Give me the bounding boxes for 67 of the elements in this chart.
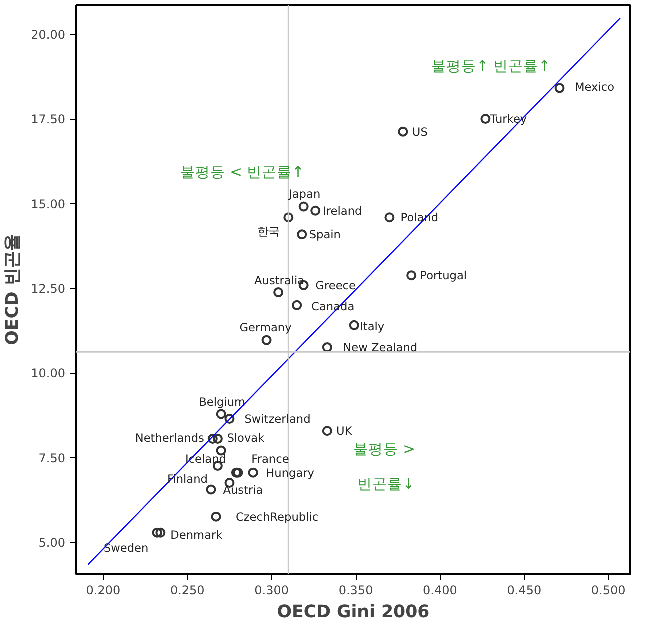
point	[480, 114, 491, 124]
point	[406, 270, 417, 281]
point	[152, 528, 162, 538]
annotation: Hungary	[266, 466, 315, 480]
point	[349, 320, 360, 330]
point	[398, 126, 408, 137]
y-axis-title: OECD 빈곤율	[3, 234, 24, 346]
point	[298, 202, 309, 212]
y-tick-label: 7.50	[38, 451, 66, 466]
annotation: France	[252, 452, 290, 466]
annotation: 한국	[258, 224, 280, 239]
annotation: Sweden	[104, 540, 149, 555]
annotation: Denmark	[170, 528, 224, 542]
point	[262, 335, 272, 346]
x-tick-label: 0.400	[423, 584, 458, 598]
point	[310, 206, 321, 216]
point	[292, 300, 302, 310]
point	[554, 83, 565, 94]
point	[322, 426, 332, 436]
point	[322, 342, 332, 352]
y-tick-label: 17.50	[31, 112, 66, 127]
x-tick-label: 0.500	[591, 584, 626, 598]
y-tick-label: 12.50	[31, 282, 66, 296]
y-tick-label: 5.00	[38, 536, 66, 550]
annotation: US	[412, 124, 428, 139]
annotation: 불평등↑ 빈곤률↑	[432, 58, 551, 75]
annotation: Australia	[254, 274, 305, 288]
point	[384, 212, 395, 223]
annotation: Italy	[360, 319, 385, 334]
x-axis-title: OECD Gini 2006	[277, 602, 430, 622]
annotation: Switzerland	[244, 412, 311, 426]
point	[284, 212, 294, 223]
point	[216, 409, 226, 420]
annotation: 불평등 >	[354, 441, 416, 458]
annotation: Ireland	[323, 204, 362, 218]
y-tick-label: 15.00	[31, 197, 66, 212]
annotation: Portugal	[420, 268, 468, 283]
annotation: 빈곤률↓	[358, 476, 415, 493]
y-tick-label: 20.00	[31, 28, 66, 42]
x-tick-label: 0.350	[338, 584, 374, 598]
point	[248, 468, 258, 478]
point	[211, 512, 222, 522]
annotation: Japan	[288, 186, 321, 201]
point	[212, 434, 223, 444]
annotation: Belgium	[199, 395, 246, 410]
annotation: Mexico	[575, 80, 615, 94]
point	[224, 414, 235, 424]
point	[297, 230, 308, 240]
annotation: 불평등 < 빈곤률↑	[180, 164, 304, 181]
x-tick-label: 0.250	[170, 584, 205, 598]
x-tick-label: 0.200	[86, 584, 121, 598]
x-tick-label: 0.300	[254, 584, 290, 598]
point	[156, 528, 166, 538]
annotation: Germany	[240, 320, 292, 334]
annotation: Slovak	[227, 430, 266, 445]
annotation: Netherlands	[135, 430, 205, 445]
annotation: Greece	[316, 278, 356, 292]
annotation: CzechRepublic	[236, 510, 319, 524]
point	[206, 484, 216, 495]
annotation: New Zealand	[343, 340, 418, 354]
annotation: UK	[336, 424, 353, 438]
point	[208, 434, 218, 444]
annotation: Austria	[223, 482, 264, 497]
point	[274, 288, 284, 298]
annotation: Spain	[309, 228, 341, 242]
y-tick-label: 10.00	[31, 366, 66, 381]
x-tick-label: 0.450	[507, 584, 542, 598]
